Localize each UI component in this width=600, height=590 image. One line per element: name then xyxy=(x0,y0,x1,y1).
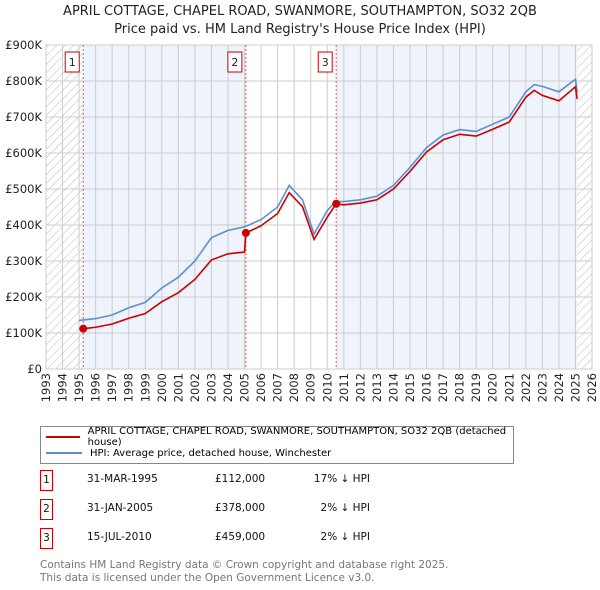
x-tick-label: 1994 xyxy=(56,373,70,402)
sale-badge: 2 xyxy=(40,499,53,520)
footer-line-1: Contains HM Land Registry data © Crown c… xyxy=(40,559,449,571)
x-tick-label: 2019 xyxy=(469,373,483,402)
shaded-region-1 xyxy=(83,45,246,369)
sale-price: £112,000 xyxy=(215,473,266,485)
y-tick-label: £600K xyxy=(5,146,42,160)
x-tick-label: 2020 xyxy=(486,373,500,402)
x-tick-label: 2002 xyxy=(188,373,202,402)
y-tick-label: £200K xyxy=(5,290,42,304)
x-tick-label: 2011 xyxy=(337,373,351,402)
x-tick-label: 2012 xyxy=(353,373,367,402)
hatched-region-pre xyxy=(46,45,84,369)
x-tick-label: 2025 xyxy=(568,373,582,402)
x-tick-label: 2023 xyxy=(535,373,549,402)
y-tick-label: £400K xyxy=(5,218,42,232)
y-tick-label: £500K xyxy=(5,182,42,196)
x-tick-label: 1995 xyxy=(72,373,86,402)
x-tick-label: 2010 xyxy=(320,373,334,402)
sale-badge xyxy=(64,51,80,73)
x-tick-label: 1993 xyxy=(39,373,53,402)
legend-swatch-blue xyxy=(46,452,82,454)
price-chart: 1993 1994 1995 1996 1997 1998 1999 2000 2001 2002… xyxy=(5,38,599,402)
y-tick-label: £100K xyxy=(5,326,42,340)
legend-item-property: APRIL COTTAGE, CHAPEL ROAD, SWANMORE, SO… xyxy=(41,426,513,448)
x-tick-label: 2001 xyxy=(171,373,185,402)
x-tick-label: 1998 xyxy=(122,373,136,402)
sale-point xyxy=(332,199,341,208)
x-tick-label: 2008 xyxy=(287,373,301,402)
x-tick-label: 2007 xyxy=(271,373,285,402)
x-tick-label: 2016 xyxy=(420,373,434,402)
footer-line-2: This data is licensed under the Open Gov… xyxy=(40,572,375,584)
x-tick-label: 2000 xyxy=(155,373,169,402)
x-tick-label: 2018 xyxy=(453,373,467,402)
x-tick-label: 2022 xyxy=(519,373,533,402)
sale-badge: 3 xyxy=(40,528,53,549)
y-tick-label: £800K xyxy=(5,74,42,88)
legend-item-hpi: HPI: Average price, detached house, Winc… xyxy=(41,445,331,461)
hatched-region-post xyxy=(577,45,592,369)
sale-badge-label: 3 xyxy=(322,56,329,69)
x-tick-label: 2015 xyxy=(403,373,417,402)
sale-hpi-diff: 2% ↓ HPI xyxy=(320,502,370,514)
x-tick-label: 2006 xyxy=(254,373,268,402)
legend-label-hpi: HPI: Average price, detached house, Winc… xyxy=(90,447,332,459)
sale-hpi-diff: 17% ↓ HPI xyxy=(313,473,370,485)
x-tick-label: 2021 xyxy=(502,373,516,402)
chart-title: APRIL COTTAGE, CHAPEL ROAD, SWANMORE, SO… xyxy=(63,4,537,19)
sale-badge: 1 xyxy=(40,470,53,491)
sale-badge xyxy=(227,51,243,73)
sale-date: 31-MAR-1995 xyxy=(87,473,158,485)
x-tick-label: 2026 xyxy=(585,373,599,402)
sale-badge-label: 1 xyxy=(69,56,76,69)
x-tick-label: 2017 xyxy=(436,373,450,402)
x-tick-label: 2005 xyxy=(238,373,252,402)
sale-hpi-diff: 2% ↓ HPI xyxy=(320,531,370,543)
x-tick-label: 1999 xyxy=(138,373,152,402)
sale-price: £459,000 xyxy=(215,531,266,543)
legend-swatch-red xyxy=(46,436,80,438)
price-paid-line xyxy=(83,85,578,330)
sale-badge xyxy=(317,51,333,73)
sale-price: £378,000 xyxy=(215,502,266,514)
y-tick-label: £0 xyxy=(27,362,42,376)
y-tick-label: £300K xyxy=(5,254,42,268)
x-tick-label: 2024 xyxy=(552,373,566,402)
chart-subtitle: Price paid vs. HM Land Registry's House … xyxy=(114,22,486,37)
x-tick-label: 1997 xyxy=(105,373,119,402)
y-tick-label: £700K xyxy=(5,110,42,124)
x-tick-label: 2009 xyxy=(304,373,318,402)
y-tick-label: £900K xyxy=(5,38,42,52)
sale-badge-label: 2 xyxy=(231,56,238,69)
plot-border xyxy=(45,44,593,370)
sale-point xyxy=(241,228,250,237)
x-tick-label: 2014 xyxy=(386,373,400,402)
x-tick-label: 2003 xyxy=(204,373,218,402)
x-tick-label: 2004 xyxy=(221,373,235,402)
footer: Contains HM Land Registry data © Crown c… xyxy=(40,559,448,585)
legend-label-property: APRIL COTTAGE, CHAPEL ROAD, SWANMORE, SO… xyxy=(87,426,507,448)
x-tick-label: 1996 xyxy=(89,373,103,402)
sale-point xyxy=(79,324,88,333)
sale-date: 15-JUL-2010 xyxy=(87,531,152,543)
sale-date: 31-JAN-2005 xyxy=(87,502,154,514)
shaded-region-3 xyxy=(336,45,578,369)
x-tick-label: 2013 xyxy=(370,373,384,402)
legend: APRIL COTTAGE, CHAPEL ROAD, SWANMORE, SO… xyxy=(40,426,514,464)
